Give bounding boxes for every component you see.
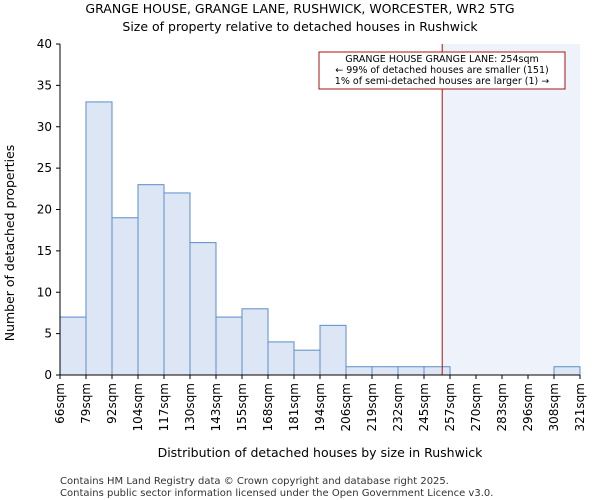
bar-117sqm [163, 192, 191, 376]
y-tick-label: 35 [37, 78, 52, 92]
annotation-line-3: 1% of semi-detached houses are larger (1… [335, 76, 549, 87]
chart-subtitle: Size of property relative to detached ho… [122, 19, 478, 34]
bar-104sqm [137, 184, 165, 376]
x-tick-label: 308sqm [547, 383, 561, 431]
x-tick-label: 219sqm [365, 383, 379, 431]
x-axis-label: Distribution of detached houses by size … [158, 445, 484, 460]
footer-line-1: Contains HM Land Registry data © Crown c… [60, 476, 449, 487]
y-tick-label: 0 [44, 368, 52, 382]
x-tick-label: 92sqm [105, 383, 119, 424]
y-axis-label: Number of detached properties [2, 145, 17, 342]
x-tick-label: 79sqm [79, 383, 93, 424]
x-tick-label: 66sqm [53, 383, 67, 424]
x-tick-label: 117sqm [157, 383, 171, 431]
y-tick-label: 10 [37, 285, 52, 299]
bar-181sqm [293, 349, 321, 376]
x-tick-label: 257sqm [443, 383, 457, 431]
x-tick-label: 130sqm [183, 383, 197, 431]
bar-66sqm [59, 316, 87, 376]
bar-245sqm [423, 366, 451, 376]
bar-219sqm [371, 366, 399, 376]
x-tick-label: 245sqm [417, 383, 431, 431]
x-tick-label: 206sqm [339, 383, 353, 431]
bar-79sqm [85, 101, 113, 376]
bar-206sqm [345, 366, 373, 376]
x-tick-label: 321sqm [573, 383, 587, 431]
bar-130sqm [189, 242, 217, 376]
chart-title: GRANGE HOUSE, GRANGE LANE, RUSHWICK, WOR… [85, 1, 514, 16]
x-tick-label: 283sqm [495, 383, 509, 431]
bar-143sqm [215, 316, 243, 376]
x-tick-label: 194sqm [313, 383, 327, 431]
annotation-box: GRANGE HOUSE GRANGE LANE: 254sqm ← 99% o… [318, 51, 566, 90]
bar-194sqm [319, 324, 347, 376]
x-tick-label: 270sqm [469, 383, 483, 431]
y-tick-label: 40 [37, 37, 52, 51]
y-tick-label: 20 [37, 203, 52, 217]
larger-region-highlight [442, 44, 580, 375]
annotation-line-1: GRANGE HOUSE GRANGE LANE: 254sqm [345, 54, 538, 65]
footer-line-2: Contains public sector information licen… [60, 488, 493, 499]
y-tick-label: 5 [44, 327, 52, 341]
y-tick-label: 25 [37, 161, 52, 175]
x-tick-label: 143sqm [209, 383, 223, 431]
x-tick-label: 232sqm [391, 383, 405, 431]
x-tick-label: 168sqm [261, 383, 275, 431]
bar-155sqm [241, 308, 269, 376]
plot-area: 0 5 10 15 20 25 30 35 40 66sqm 79sqm 92sqm 104sqm 11… [37, 37, 587, 431]
bar-232sqm [397, 366, 425, 376]
x-tick-label: 296sqm [521, 383, 535, 431]
x-tick-label: 181sqm [287, 383, 301, 431]
bar-168sqm [267, 341, 295, 376]
x-tick-label: 155sqm [235, 383, 249, 431]
x-tick-label: 104sqm [131, 383, 145, 431]
y-tick-label: 15 [37, 244, 52, 258]
bar-308sqm [553, 366, 581, 376]
bar-92sqm [111, 217, 139, 376]
y-tick-label: 30 [37, 120, 52, 134]
annotation-line-2: ← 99% of detached houses are smaller (15… [335, 65, 548, 76]
